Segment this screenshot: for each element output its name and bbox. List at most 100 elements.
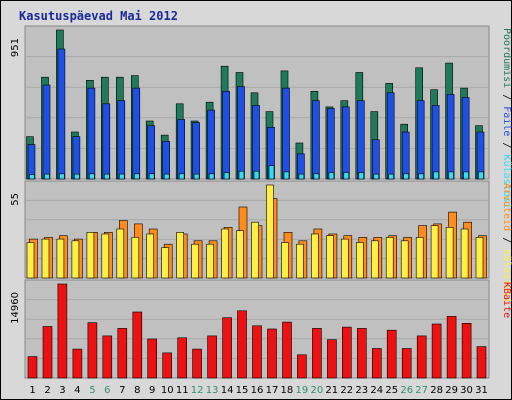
bar-kbaite-day-24 — [371, 348, 382, 379]
bar-külastusi-day-25 — [385, 237, 394, 279]
bar-faile-day-21 — [327, 108, 335, 180]
bar-faile-day-24 — [371, 139, 380, 180]
day-label-25: 25 — [385, 385, 398, 396]
day-label-14: 14 — [221, 385, 234, 396]
bar-külastusi-day-2 — [44, 173, 50, 180]
bar-külastusi-day-16 — [251, 221, 259, 279]
bar-külastusi-day-14 — [223, 172, 230, 180]
bar-külastusi-day-21 — [326, 235, 334, 279]
day-label-6: 6 — [104, 385, 110, 396]
day-label-5: 5 — [89, 385, 95, 396]
bar-külastusi-day-12 — [191, 243, 199, 279]
bar-külastusi-day-30 — [463, 171, 469, 180]
day-label-13: 13 — [206, 385, 219, 396]
bar-külastusi-day-14 — [221, 228, 229, 279]
bar-külastusi-day-5 — [86, 232, 95, 279]
bar-kbaite-day-19 — [297, 354, 307, 379]
bar-kbaite-day-29 — [446, 316, 457, 379]
bar-külastusi-day-4 — [71, 240, 80, 279]
chart-title: Kasutuspäevad Mai 2012 — [19, 9, 178, 23]
bar-faile-day-23 — [356, 100, 365, 180]
bar-kbaite-day-22 — [341, 326, 352, 379]
day-label-8: 8 — [134, 385, 140, 396]
bar-faile-day-20 — [312, 100, 320, 180]
bar-kbaite-day-11 — [177, 337, 187, 379]
bar-külastusi-day-17 — [266, 184, 274, 279]
day-label-11: 11 — [176, 385, 189, 396]
day-label-24: 24 — [370, 385, 383, 396]
day-label-21: 21 — [325, 385, 338, 396]
day-label-23: 23 — [355, 385, 368, 396]
bar-külastusi-day-8 — [134, 173, 140, 180]
bar-külastusi-day-6 — [101, 233, 110, 279]
bar-külastusi-day-30 — [460, 228, 469, 279]
bar-külastusi-day-28 — [430, 225, 439, 279]
bar-faile-day-16 — [252, 105, 260, 180]
bar-faile-day-29 — [446, 94, 455, 180]
bar-külastusi-day-11 — [178, 173, 185, 180]
bar-kbaite-day-7 — [117, 328, 128, 379]
bar-külastusi-day-29 — [445, 227, 454, 279]
day-label-7: 7 — [119, 385, 125, 396]
bar-külastusi-day-5 — [89, 173, 95, 180]
legend-separator: / — [501, 88, 512, 106]
bar-külastusi-day-3 — [56, 238, 65, 279]
bar-külastusi-day-21 — [328, 172, 335, 180]
bar-kbaite-day-16 — [252, 325, 262, 379]
legend-item: Faile — [501, 106, 512, 136]
bar-külastusi-day-17 — [268, 165, 275, 180]
day-label-9: 9 — [149, 385, 155, 396]
day-label-29: 29 — [445, 385, 458, 396]
bar-külastusi-day-9 — [148, 173, 155, 180]
y-max-label: 951 — [10, 38, 21, 57]
bar-külastusi-day-23 — [355, 242, 364, 279]
bar-külastusi-day-7 — [119, 173, 125, 180]
bar-kbaite-day-8 — [132, 311, 143, 379]
bar-kbaite-day-3 — [57, 283, 68, 379]
day-label-18: 18 — [281, 385, 294, 396]
bar-külastusi-day-12 — [193, 173, 200, 180]
bar-faile-day-15 — [237, 86, 245, 180]
y-max-label: 14960 — [10, 292, 21, 324]
day-label-3: 3 — [59, 385, 65, 396]
legend-item: KBaite — [501, 282, 512, 318]
bar-kbaite-day-26 — [401, 348, 412, 379]
bar-külastusi-day-6 — [104, 173, 110, 180]
bar-kbaite-day-14 — [222, 317, 232, 379]
bar-kbaite-day-30 — [461, 322, 472, 379]
bar-faile-day-25 — [386, 92, 395, 180]
legend-panel-3: KBaite — [501, 282, 512, 318]
bar-külastusi-day-20 — [313, 173, 320, 180]
bar-külastusi-day-1 — [26, 242, 35, 279]
legend-panel-1: Pöördumisi / Faile / Külastusi — [501, 28, 512, 209]
bar-külastusi-day-25 — [388, 173, 395, 180]
bar-külastusi-day-19 — [296, 243, 304, 279]
bar-külastusi-day-3 — [59, 173, 65, 180]
bar-kbaite-day-20 — [312, 328, 322, 379]
day-label-12: 12 — [191, 385, 204, 396]
bar-kbaite-day-13 — [207, 335, 217, 379]
bar-faile-day-1 — [27, 144, 36, 180]
bar-kbaite-day-21 — [327, 339, 337, 379]
bar-külastusi-day-15 — [238, 170, 245, 180]
day-label-20: 20 — [311, 385, 324, 396]
bar-külastusi-day-1 — [29, 174, 35, 180]
legend-item: Pöördumisi — [501, 28, 512, 88]
bar-kbaite-day-31 — [476, 346, 487, 379]
bar-faile-day-13 — [207, 109, 215, 180]
bar-kbaite-day-10 — [162, 352, 172, 379]
bar-külastusi-day-4 — [74, 173, 80, 180]
bar-külastusi-day-7 — [116, 228, 125, 279]
bar-faile-day-5 — [87, 87, 96, 180]
bar-kbaite-day-4 — [72, 348, 83, 379]
legend-item: Arvuteid — [501, 183, 512, 231]
bar-faile-day-2 — [42, 84, 51, 180]
bar-külastusi-day-19 — [298, 173, 305, 180]
bar-kbaite-day-18 — [282, 321, 292, 379]
panel-3: 14960 — [10, 279, 490, 379]
day-label-2: 2 — [44, 385, 50, 396]
bar-külastusi-day-22 — [343, 172, 350, 180]
panel-2: 55 — [10, 180, 490, 279]
bar-külastusi-day-18 — [281, 242, 289, 279]
